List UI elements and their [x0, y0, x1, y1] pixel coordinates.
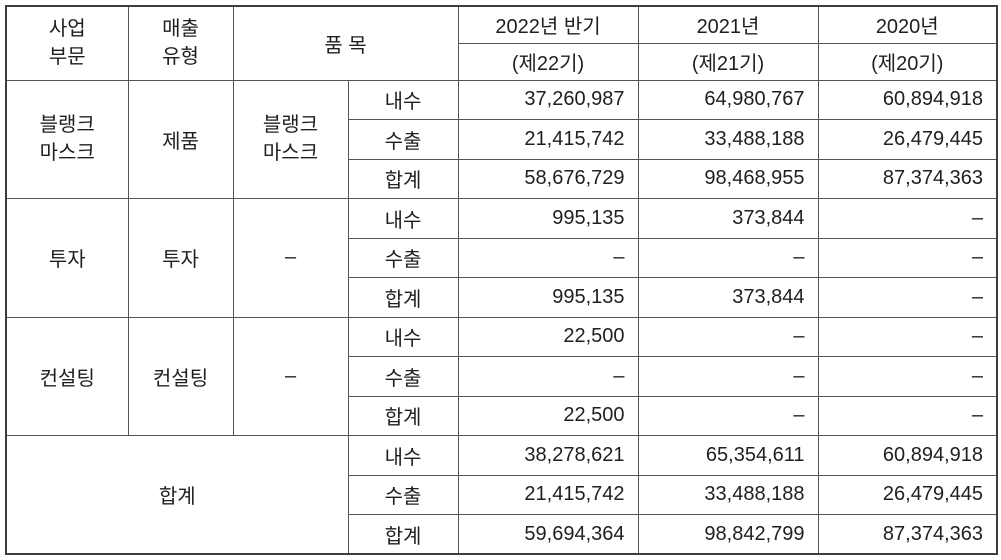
value-cell: –	[637, 237, 819, 278]
value-cell: –	[817, 316, 998, 357]
value-cell: –	[637, 316, 819, 357]
value-cell: –	[637, 356, 819, 397]
table-row: 수출 21,415,742 33,488,188 26,479,445	[6, 474, 998, 515]
header-period-2022-term: (제22기)	[457, 42, 639, 81]
table-row: 수출 – – –	[6, 356, 998, 397]
table-row: 투자 투자 – 내수 995,135 373,844 –	[5, 198, 998, 318]
header-period-2021-term: (제21기)	[637, 42, 819, 81]
item-cell: –	[232, 198, 349, 318]
table-body: 블랭크 마스크 제품 블랭크 마스크 내수 37,260,987 64,980,…	[5, 79, 998, 555]
row-label-cell: 합계	[347, 158, 459, 199]
value-cell: 60,894,918	[817, 435, 998, 476]
table-row: 블랭크 마스크 제품 블랭크 마스크 내수 37,260,987 64,980,…	[5, 79, 998, 199]
table-header: 사업 부문 매출 유형 품 목 2022년 반기 2021년 2020년 (제2…	[5, 5, 998, 81]
value-cell: 373,844	[637, 198, 819, 239]
header-period-2020-year: 2020년	[817, 5, 998, 44]
row-label-cell: 수출	[347, 119, 459, 160]
division-cell: 투자	[5, 198, 129, 318]
row-label-cell: 합계	[347, 395, 459, 436]
row-label-cell: 수출	[347, 356, 459, 397]
revenue-type-cell: 컨설팅	[127, 316, 234, 436]
revenue-type-cell: 제품	[127, 79, 234, 199]
value-cell: 26,479,445	[817, 119, 998, 160]
header-period-2021-year: 2021년	[637, 5, 819, 44]
value-cell: 60,894,918	[817, 79, 998, 120]
row-label-cell: 내수	[347, 79, 459, 120]
value-cell: 38,278,621	[457, 435, 639, 476]
table-row: 합계 995,135 373,844 –	[6, 277, 998, 318]
grand-total-label-cell: 합계	[5, 435, 349, 555]
division-cell: 블랭크 마스크	[5, 79, 129, 199]
value-cell: 98,468,955	[637, 158, 819, 199]
table-row: 합계 58,676,729 98,468,955 87,374,363	[6, 158, 998, 199]
header-revenue-type: 매출 유형	[127, 5, 234, 81]
value-cell: 22,500	[457, 395, 639, 436]
header-item: 품 목	[232, 5, 459, 81]
row-label-cell: 내수	[347, 198, 459, 239]
value-cell: 22,500	[457, 316, 639, 357]
value-cell: 33,488,188	[637, 119, 819, 160]
value-cell: –	[457, 356, 639, 397]
row-label-cell: 수출	[347, 474, 459, 515]
value-cell: 98,842,799	[637, 514, 819, 555]
header-period-2020-term: (제20기)	[817, 42, 998, 81]
value-cell: –	[457, 237, 639, 278]
value-cell: –	[637, 395, 819, 436]
value-cell: –	[817, 356, 998, 397]
revenue-by-segment-table: 사업 부문 매출 유형 품 목 2022년 반기 2021년 2020년 (제2…	[5, 5, 999, 555]
value-cell: 21,415,742	[457, 119, 639, 160]
revenue-type-cell: 투자	[127, 198, 234, 318]
row-label-cell: 내수	[347, 435, 459, 476]
value-cell: 87,374,363	[817, 514, 998, 555]
table-row: 합계 내수 38,278,621 65,354,611 60,894,918	[5, 435, 998, 555]
value-cell: 995,135	[457, 277, 639, 318]
item-cell: 블랭크 마스크	[232, 79, 349, 199]
value-cell: 87,374,363	[817, 158, 998, 199]
table-row: 수출 21,415,742 33,488,188 26,479,445	[6, 119, 998, 160]
value-cell: –	[817, 277, 998, 318]
header-business-division: 사업 부문	[5, 5, 129, 81]
row-label-cell: 합계	[347, 514, 459, 555]
value-cell: 995,135	[457, 198, 639, 239]
value-cell: 64,980,767	[637, 79, 819, 120]
value-cell: 59,694,364	[457, 514, 639, 555]
value-cell: 58,676,729	[457, 158, 639, 199]
table-row: 컨설팅 컨설팅 – 내수 22,500 – –	[5, 316, 998, 436]
value-cell: –	[817, 395, 998, 436]
value-cell: 65,354,611	[637, 435, 819, 476]
header-period-2022-year: 2022년 반기	[457, 5, 639, 44]
value-cell: 26,479,445	[817, 474, 998, 515]
value-cell: 373,844	[637, 277, 819, 318]
table-row: 합계 22,500 – –	[6, 395, 998, 436]
value-cell: –	[817, 198, 998, 239]
row-label-cell: 합계	[347, 277, 459, 318]
division-cell: 컨설팅	[5, 316, 129, 436]
value-cell: 37,260,987	[457, 79, 639, 120]
header-row-2: (제22기) (제21기) (제20기)	[6, 42, 998, 81]
header-row-1: 사업 부문 매출 유형 품 목 2022년 반기 2021년 2020년	[5, 5, 998, 81]
value-cell: –	[817, 237, 998, 278]
item-cell: –	[232, 316, 349, 436]
value-cell: 21,415,742	[457, 474, 639, 515]
value-cell: 33,488,188	[637, 474, 819, 515]
row-label-cell: 수출	[347, 237, 459, 278]
row-label-cell: 내수	[347, 316, 459, 357]
